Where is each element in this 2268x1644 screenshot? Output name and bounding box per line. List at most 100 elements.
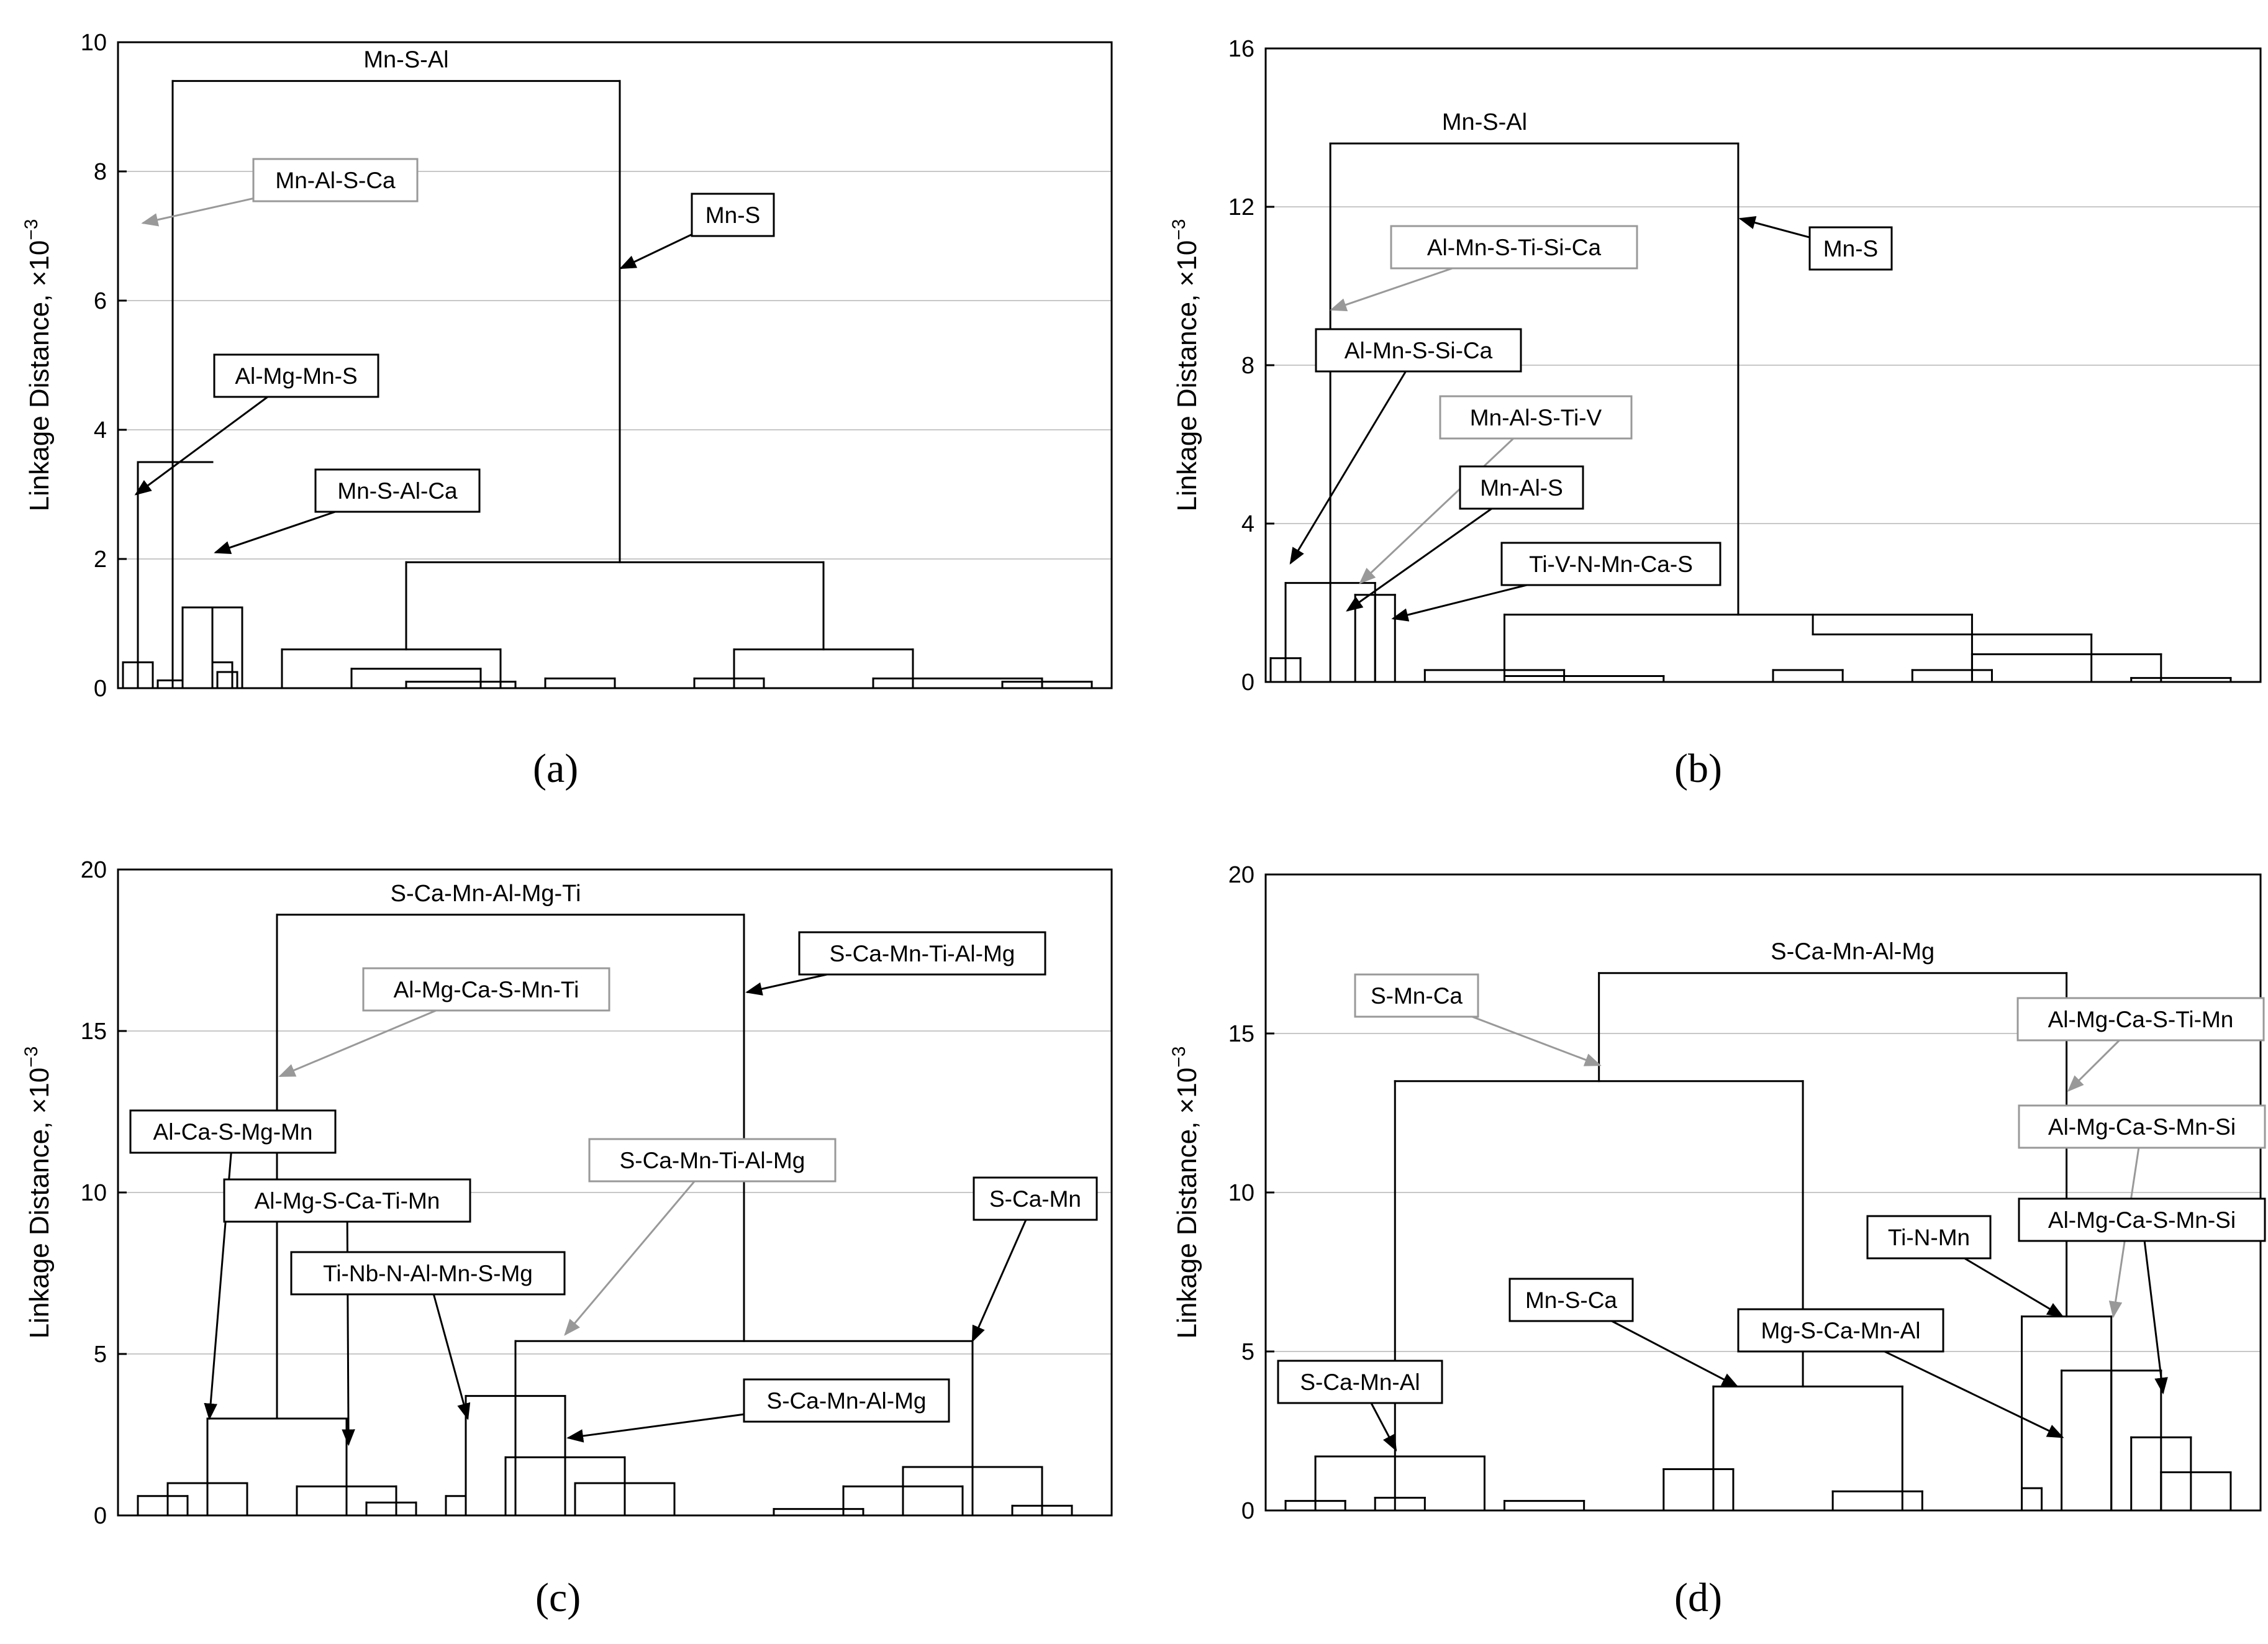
y-tick-label: 10	[81, 1180, 107, 1206]
annotation-label: Al-Mg-Ca-S-Ti-Mn	[2048, 1007, 2234, 1032]
annotation-box	[1459, 465, 1584, 510]
annotation-box	[1508, 1278, 1634, 1322]
annotation-b-5: Mn-Al-S	[1346, 465, 1584, 612]
annotation-label: Mn-S-Al-Ca	[337, 478, 458, 504]
annotation-arrow	[141, 198, 254, 227]
annotation-box	[1737, 1308, 1944, 1353]
annotation-box	[252, 158, 419, 202]
root-cluster-label: S-Ca-Mn-Al-Mg-Ti	[391, 881, 581, 907]
annotation-label: S-Mn-Ca	[1371, 983, 1463, 1009]
annotation-box	[290, 1251, 566, 1296]
annotation-box	[314, 468, 481, 513]
annotation-arrow	[1884, 1350, 2064, 1438]
y-tick-label: 0	[94, 1503, 107, 1529]
annotation-box	[223, 1178, 471, 1223]
annotation-label: Al-Mn-S-Si-Ca	[1345, 338, 1493, 363]
annotation-arrow	[1330, 267, 1453, 312]
annotation-b-6: Ti-V-N-Mn-Ca-S	[1391, 542, 1721, 622]
annotation-box	[2016, 997, 2265, 1042]
annotation-arrow	[1738, 216, 1810, 238]
annotation-box	[798, 931, 1046, 976]
annotation-arrow	[134, 396, 268, 496]
annotation-c-7: Ti-Nb-N-Al-Mn-S-Mg	[290, 1251, 566, 1420]
annotation-label: Ti-V-N-Mn-Ca-S	[1529, 552, 1693, 577]
caption-a: (a)	[533, 746, 579, 791]
y-axis-label-exponent: −3	[1169, 219, 1189, 240]
annotation-label: Mn-Al-S-Ti-V	[1470, 405, 1602, 430]
root-cluster-label: S-Ca-Mn-Al-Mg	[1771, 939, 1935, 965]
annotation-arrow	[2143, 1240, 2168, 1395]
annotation-box	[588, 1138, 837, 1183]
annotation-box	[1500, 542, 1721, 586]
annotation-box	[691, 193, 775, 237]
annotation-d-5: Al-Mg-Ca-S-Mn-Si	[2018, 1197, 2266, 1395]
annotation-c-1: S-Ca-Mn-Ti-Al-Mg	[745, 931, 1046, 996]
y-tick-label: 16	[1228, 36, 1254, 62]
annotation-c-5: S-Ca-Mn	[971, 1176, 1098, 1343]
annotation-arrow	[971, 1219, 1027, 1343]
annotation-c-3: Al-Ca-S-Mg-Mn	[129, 1109, 337, 1420]
annotation-box	[362, 967, 610, 1012]
annotation-c-6: Al-Mg-S-Ca-Ti-Mn	[223, 1178, 471, 1446]
annotation-label: Mn-S	[705, 202, 760, 228]
annotation-c-2: Al-Mg-Ca-S-Mn-Ti	[278, 967, 610, 1078]
annotation-label: Al-Mg-Ca-S-Mn-Si	[2048, 1207, 2236, 1233]
annotation-label: Al-Mg-S-Ca-Ti-Mn	[255, 1188, 440, 1214]
annotation-d-4: Ti-N-Mn	[1866, 1215, 2064, 1318]
annotation-label: Ti-N-Mn	[1888, 1225, 1970, 1250]
annotation-d-7: Mg-S-Ca-Mn-Al	[1737, 1308, 2064, 1438]
annotation-box	[743, 1378, 950, 1423]
y-axis-label: Linkage Distance, ×10−3	[21, 219, 55, 512]
y-tick-label: 6	[94, 288, 107, 314]
annotation-arrow	[432, 1294, 471, 1420]
annotation-d-1: S-Mn-Ca	[1354, 973, 1602, 1066]
annotation-b-4: Mn-Al-S-Ti-V	[1359, 395, 1633, 584]
annotation-b-3: Al-Mn-S-Si-Ca	[1289, 328, 1522, 565]
chart-panel-c: 0 5 10 15 20 Linkage Distance, ×10−3 S-Ca-Mn-A…	[21, 857, 1113, 1529]
y-axis-label-exponent: −3	[1169, 1047, 1189, 1068]
annotation-box	[973, 1176, 1098, 1221]
root-cluster-label: Mn-S-Al	[1442, 109, 1527, 135]
annotation-arrow	[1471, 1015, 1602, 1066]
annotation-arrow	[1346, 507, 1492, 612]
annotation-arrow	[278, 1009, 437, 1078]
y-tick-label: 5	[1241, 1339, 1254, 1365]
annotation-box	[2018, 1104, 2266, 1149]
annotation-arrow	[1391, 584, 1527, 622]
y-tick-label: 2	[94, 547, 107, 573]
y-tick-label: 5	[94, 1342, 107, 1368]
annotation-box	[1390, 225, 1638, 270]
annotation-c-4: S-Ca-Mn-Ti-Al-Mg	[564, 1138, 837, 1336]
root-cluster-label: Mn-S-Al	[363, 47, 448, 73]
annotation-c-8: S-Ca-Mn-Al-Mg	[566, 1378, 950, 1443]
annotation-a-3: Al-Mg-Mn-S	[134, 353, 379, 496]
annotation-label: S-Ca-Mn-Ti-Al-Mg	[830, 941, 1015, 966]
annotation-box	[1808, 226, 1893, 271]
annotation-box	[1315, 328, 1522, 373]
annotation-arrow	[1964, 1257, 2064, 1318]
annotation-label: Al-Mg-Ca-S-Mn-Ti	[394, 977, 579, 1002]
y-tick-label: 10	[81, 30, 107, 56]
y-tick-label: 8	[1241, 353, 1254, 379]
annotation-a-1: Mn-Al-S-Ca	[141, 158, 419, 227]
annotation-label: S-Ca-Mn-Ti-Al-Mg	[620, 1148, 805, 1173]
annotation-arrow	[619, 234, 692, 270]
caption-c: (c)	[535, 1575, 581, 1620]
chart-panel-a: 0 2 4 6 8 10 Linkage Distance, ×10−3 Mn-S-Al Mn-…	[21, 30, 1113, 702]
annotation-a-4: Mn-S-Al-Ca	[214, 468, 481, 555]
annotation-arrow	[2067, 1039, 2120, 1092]
annotation-box	[1439, 395, 1633, 440]
annotation-d-2: Al-Mg-Ca-S-Ti-Mn	[2016, 997, 2265, 1092]
y-tick-label: 4	[94, 417, 107, 443]
annotation-label: S-Ca-Mn-Al	[1300, 1369, 1420, 1395]
annotation-arrow	[564, 1181, 696, 1336]
annotation-label: Mn-Al-S	[1480, 475, 1563, 501]
y-tick-label: 15	[1228, 1021, 1254, 1047]
y-tick-label: 10	[1228, 1180, 1254, 1206]
annotation-box	[213, 353, 379, 398]
y-tick-label: 0	[1241, 670, 1254, 696]
annotation-label: Mg-S-Ca-Mn-Al	[1761, 1318, 1921, 1343]
annotation-arrow	[1611, 1320, 1739, 1387]
annotation-d-8: S-Ca-Mn-Al	[1277, 1360, 1443, 1452]
